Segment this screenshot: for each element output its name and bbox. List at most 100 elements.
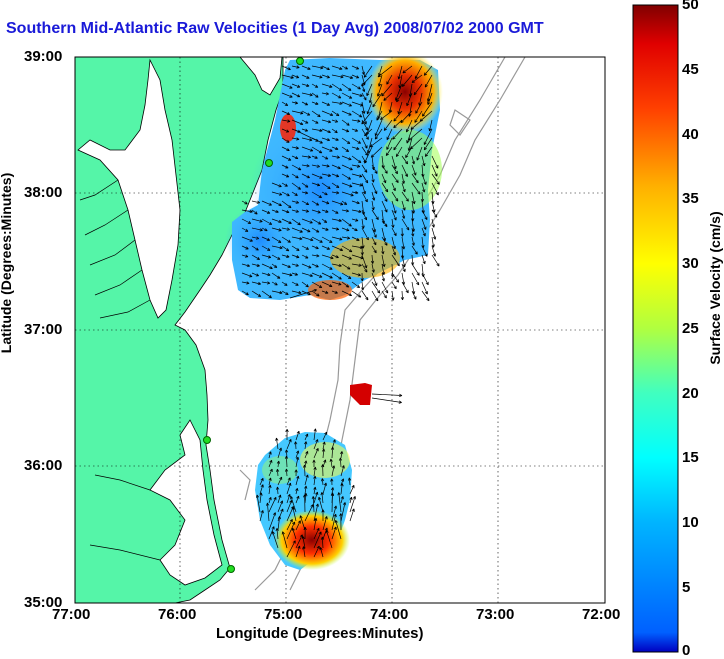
current-arrow <box>431 209 438 218</box>
current-arrow <box>351 146 360 150</box>
current-arrow <box>291 65 300 69</box>
current-arrow <box>385 146 393 156</box>
current-arrow <box>386 74 393 85</box>
current-arrow <box>311 272 323 278</box>
current-arrow <box>395 146 403 157</box>
current-arrow <box>281 137 290 143</box>
current-arrow <box>431 236 435 248</box>
current-arrow <box>321 155 329 160</box>
current-arrow <box>361 83 366 93</box>
current-arrow <box>275 468 280 477</box>
current-arrow <box>331 272 342 280</box>
current-arrow <box>321 83 333 88</box>
current-arrow <box>361 137 368 149</box>
current-arrow <box>321 245 331 250</box>
current-arrow <box>295 450 300 459</box>
current-arrow <box>281 65 291 71</box>
current-arrow <box>268 496 277 513</box>
current-arrow <box>291 227 303 233</box>
current-arrow <box>291 272 299 276</box>
current-arrow <box>361 110 367 125</box>
current-arrow <box>261 290 272 299</box>
current-arrow <box>371 272 378 286</box>
current-arrow <box>281 74 294 79</box>
current-arrow <box>428 119 433 132</box>
current-arrow <box>275 437 279 450</box>
current-arrow <box>340 451 344 459</box>
colorbar-tick: 30 <box>682 255 699 272</box>
current-arrow <box>371 393 403 398</box>
current-arrow <box>411 263 420 276</box>
current-arrow <box>302 546 306 558</box>
current-arrow <box>374 128 383 140</box>
current-arrow <box>271 218 282 223</box>
current-arrow <box>291 83 301 88</box>
current-arrow <box>431 173 440 185</box>
current-arrow <box>341 119 350 126</box>
current-arrow <box>421 281 428 295</box>
current-arrow <box>360 245 364 256</box>
current-arrow <box>299 515 306 531</box>
current-arrow <box>321 164 330 168</box>
current-arrow <box>271 281 278 286</box>
current-arrow <box>294 469 298 477</box>
current-arrow <box>381 218 388 228</box>
current-arrow <box>261 200 272 206</box>
current-arrow <box>311 146 323 154</box>
current-arrow <box>431 218 435 228</box>
current-arrow <box>371 236 377 246</box>
current-arrow <box>414 65 423 79</box>
current-arrow <box>286 439 292 450</box>
current-arrow <box>411 74 423 83</box>
current-arrow <box>431 200 436 213</box>
current-arrow <box>301 155 311 159</box>
current-arrow <box>271 254 281 260</box>
current-arrow <box>311 92 319 98</box>
current-arrow <box>268 526 275 540</box>
current-arrow <box>261 227 268 232</box>
current-arrow <box>261 236 271 241</box>
current-arrow <box>361 65 366 75</box>
current-arrow <box>311 119 319 124</box>
current-arrow <box>301 272 313 278</box>
current-arrow <box>370 254 375 264</box>
colorbar-tick: 50 <box>682 0 699 13</box>
current-arrow <box>321 227 329 231</box>
current-arrow <box>241 272 253 278</box>
current-arrow <box>341 146 350 152</box>
current-arrow <box>329 458 333 468</box>
current-arrow <box>331 513 337 531</box>
current-arrow <box>301 101 309 106</box>
current-arrow <box>321 509 325 521</box>
current-arrow <box>391 182 396 192</box>
current-arrow <box>341 137 351 144</box>
current-arrow <box>271 236 282 243</box>
current-arrow <box>401 236 406 250</box>
current-arrow <box>277 508 284 522</box>
current-arrow <box>361 101 366 114</box>
current-arrow <box>251 218 263 223</box>
current-arrow <box>415 101 423 114</box>
current-arrow <box>331 110 340 117</box>
current-arrow <box>318 496 324 513</box>
current-arrow <box>302 464 307 477</box>
current-arrow <box>301 236 314 242</box>
current-arrow <box>311 110 321 118</box>
colorbar-tick: 5 <box>682 579 691 596</box>
current-arrow <box>341 155 352 161</box>
current-arrow <box>281 146 290 152</box>
current-arrow <box>431 245 437 257</box>
lat-tick-35: 35:00 <box>24 594 63 611</box>
current-arrow <box>431 164 438 177</box>
current-arrow <box>391 200 397 214</box>
current-arrow <box>351 173 363 178</box>
current-arrow <box>341 209 350 213</box>
current-arrow <box>401 74 413 87</box>
current-arrow <box>291 236 303 241</box>
current-arrow <box>284 455 289 468</box>
current-arrow <box>303 526 307 540</box>
current-arrow <box>301 92 313 97</box>
current-arrow <box>251 254 260 260</box>
current-arrow <box>321 110 334 116</box>
current-arrow <box>351 119 361 123</box>
